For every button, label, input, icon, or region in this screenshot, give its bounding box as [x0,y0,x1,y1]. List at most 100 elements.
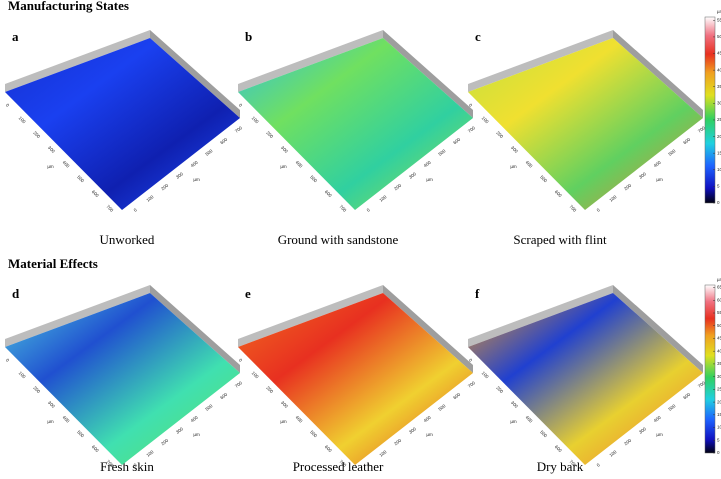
surface-wall [383,30,473,118]
axis-tick-label: 400 [62,415,71,424]
axis-tick-label: 400 [525,415,534,424]
axis-tick-label: 300 [638,171,647,180]
axis-tick-label: 700 [338,459,347,468]
surface-wall [5,285,150,347]
axis-tick-label: 0 [133,462,138,468]
surface-wall [613,30,703,118]
axis-tick-label: 500 [437,148,446,157]
axis-tick-label: 600 [682,136,691,145]
colorbar-tick-label: 45 [717,336,721,341]
colorbar-tick-label: 15 [717,412,721,417]
axis-unit: µm [426,432,433,437]
surface [5,38,240,210]
axis-unit: µm [193,432,200,437]
axis-tick-label: 300 [175,171,184,180]
axis-tick-label: 200 [623,437,632,446]
axis-unit: µm [280,164,287,169]
colorbar-tick-label: 20 [717,134,721,139]
axis-tick-label: 600 [452,391,461,400]
axis-tick-label: 600 [554,444,563,453]
section-title: Material Effects [8,256,98,271]
axis-tick-label: 0 [596,207,601,213]
axis-tick-label: 400 [295,160,304,169]
axis-tick-label: 100 [251,370,260,379]
axis-tick-label: 400 [653,414,662,423]
colorbar-tick-label: 10 [717,167,721,172]
colorbar-tick-label: 25 [717,387,721,392]
axis-unit: µm [656,432,663,437]
axis-tick-label: 200 [265,385,274,394]
axis-unit: µm [510,164,517,169]
colorbar-tick-label: 0 [717,450,720,455]
panel-caption: Scraped with flint [513,232,607,247]
axis-tick-label: 0 [5,357,11,363]
axis-tick-label: 500 [76,174,85,183]
surface-wall [238,285,383,347]
panel-caption: Ground with sandstone [278,232,399,247]
colorbar-unit: µm [717,9,721,14]
axis-tick-label: 300 [280,400,289,409]
axis-tick-label: 700 [105,204,114,213]
panel-letter: d [12,286,20,301]
surface-wall [150,285,240,373]
axis-tick-label: 100 [378,449,387,458]
axis-tick-label: 500 [539,174,548,183]
colorbar-tick-label: 35 [717,84,721,89]
colorbar-tick-label: 25 [717,117,721,122]
axis-tick-label: 200 [623,182,632,191]
colorbar-tick-label: 40 [717,348,721,353]
axis-tick-label: 300 [510,400,519,409]
axis-tick-label: 100 [18,370,27,379]
panel-letter: a [12,29,19,44]
surface [238,38,473,210]
axis-unit: µm [510,419,517,424]
axis-tick-label: 400 [423,159,432,168]
colorbar-tick-label: 60 [717,297,721,302]
axis-unit: µm [656,177,663,182]
colorbar-tick-label: 5 [717,184,720,189]
axis-tick-label: 500 [437,403,446,412]
colorbar-tick-label: 30 [717,374,721,379]
axis-tick-label: 600 [219,136,228,145]
axis-tick-label: 600 [682,391,691,400]
surface-wall [5,30,150,92]
axis-tick-label: 400 [190,414,199,423]
axis-tick-label: 300 [638,426,647,435]
surface-wall [383,285,473,373]
axis-tick-label: 500 [309,174,318,183]
axis-tick-label: 0 [238,102,244,108]
axis-tick-label: 300 [175,426,184,435]
axis-tick-label: 600 [324,189,333,198]
axis-tick-label: 400 [525,160,534,169]
colorbar-tick-label: 50 [717,34,721,39]
colorbar-tick-label: 10 [717,425,721,430]
axis-tick-label: 0 [596,462,601,468]
axis-tick-label: 200 [32,130,41,139]
axis-tick-label: 700 [105,459,114,468]
axis-unit: µm [193,177,200,182]
surface [468,38,703,210]
axis-tick-label: 500 [667,148,676,157]
colorbar-tick-label: 0 [717,200,720,205]
surface-wall [613,285,703,373]
colorbar-tick-label: 55 [717,310,721,315]
axis-tick-label: 600 [554,189,563,198]
panel-caption: Fresh skin [100,459,154,474]
axis-tick-label: 200 [393,182,402,191]
axis-tick-label: 700 [234,380,243,389]
surface-wall [150,30,240,118]
axis-unit: µm [47,164,54,169]
panel-letter: c [475,29,481,44]
panel-caption: Processed leather [293,459,384,474]
axis-tick-label: 100 [145,194,154,203]
axis-tick-label: 200 [495,385,504,394]
axis-tick-label: 600 [91,444,100,453]
axis-tick-label: 0 [468,102,474,108]
panel-letter: e [245,286,251,301]
surface-wall [468,30,613,92]
axis-tick-label: 200 [393,437,402,446]
axis-unit: µm [47,419,54,424]
panel-caption: Dry bark [537,459,584,474]
axis-tick-label: 400 [62,160,71,169]
